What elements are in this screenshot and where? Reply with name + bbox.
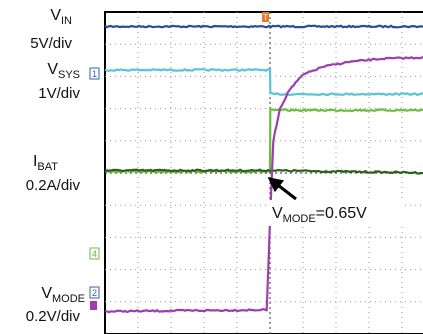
vsys-label: VSYS <box>47 61 80 81</box>
channel-marker-1-text: 1 <box>92 69 97 79</box>
channel-marker-2: 2 <box>89 286 100 299</box>
vmode-annotation: VMODE=0.65V <box>272 205 367 225</box>
vsys-scale: 1V/div <box>38 85 80 102</box>
channel-marker-1: 1 <box>89 67 100 80</box>
channel-marker-4-text: 4 <box>92 249 97 259</box>
channel-marker-2-text: 2 <box>92 288 97 298</box>
trigger-marker-icon: T <box>262 12 269 22</box>
svg-text:T: T <box>263 13 268 22</box>
annotation-background <box>268 200 403 226</box>
ibat-scale: 0.2A/div <box>26 177 81 194</box>
ibat-label: IBAT <box>33 153 58 173</box>
channel-marker-4: 4 <box>89 247 100 260</box>
traces <box>104 24 423 314</box>
channel-marker-3 <box>90 301 97 310</box>
trace-0 <box>104 24 423 29</box>
annotation-arrow <box>267 177 297 201</box>
trace-1 <box>104 68 423 97</box>
trace-4 <box>104 55 423 314</box>
vin-scale: 5V/div <box>30 35 72 52</box>
vmode-label: VMODE <box>41 285 85 305</box>
vin-label: VIN <box>50 7 72 27</box>
vmode-scale: 0.2V/div <box>26 308 81 325</box>
trace-3 <box>104 168 423 175</box>
